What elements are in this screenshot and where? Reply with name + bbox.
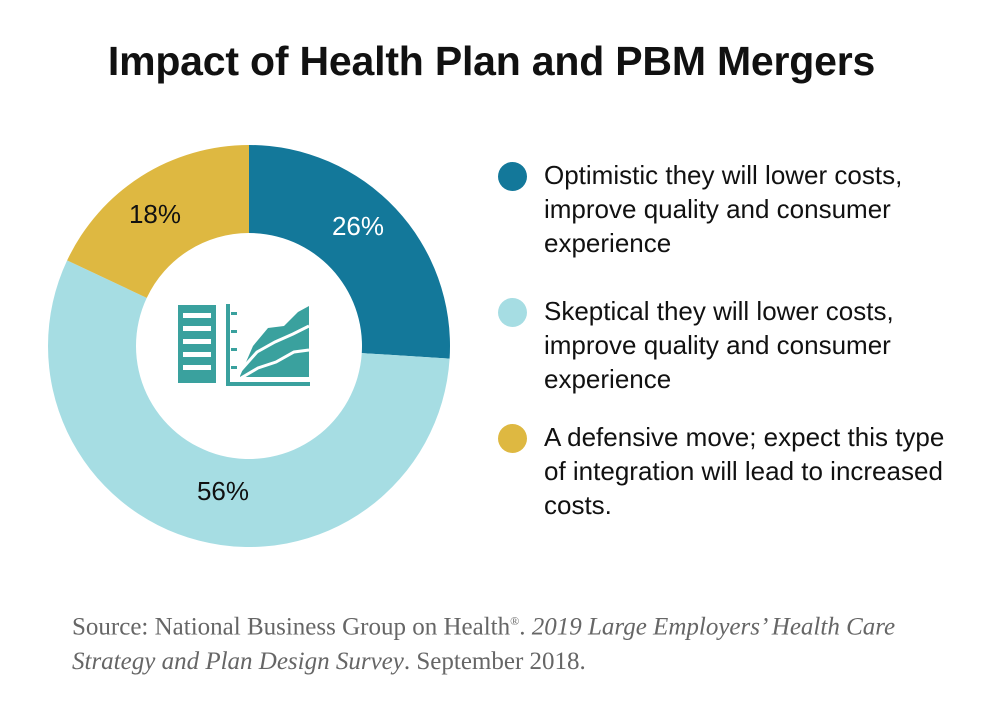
- chart-title: Impact of Health Plan and PBM Mergers: [107, 38, 876, 84]
- legend-label-optimistic: Optimistic they will lower costs, improv…: [544, 160, 903, 258]
- slice-label-defensive: 18%: [129, 199, 181, 229]
- source-separator: .: [519, 613, 532, 641]
- legend-label-skeptical: Skeptical they will lower costs, improve…: [544, 296, 894, 394]
- legend-label-defensive: A defensive move; expect this type of in…: [544, 422, 945, 520]
- donut-slice-skeptical: [47, 260, 450, 547]
- legend-swatch-skeptical: [498, 298, 527, 327]
- registered-mark: ®: [510, 614, 520, 628]
- source-suffix: . September 2018.: [403, 648, 586, 676]
- bar-and-area-chart-icon: [178, 304, 310, 386]
- slice-label-skeptical: 56%: [197, 476, 249, 506]
- donut-slice-defensive: [67, 145, 249, 298]
- source-note: Source: National Business Group on Healt…: [72, 604, 952, 679]
- source-prefix: Source: National Business Group on Healt…: [72, 613, 511, 641]
- legend-swatch-defensive: [498, 424, 527, 453]
- slice-label-optimistic: 26%: [332, 211, 384, 241]
- legend-swatch-optimistic: [498, 162, 527, 191]
- donut-slice-optimistic: [249, 145, 450, 359]
- source-publication: 2019 Large Employers’ Health Care Strate…: [72, 613, 896, 676]
